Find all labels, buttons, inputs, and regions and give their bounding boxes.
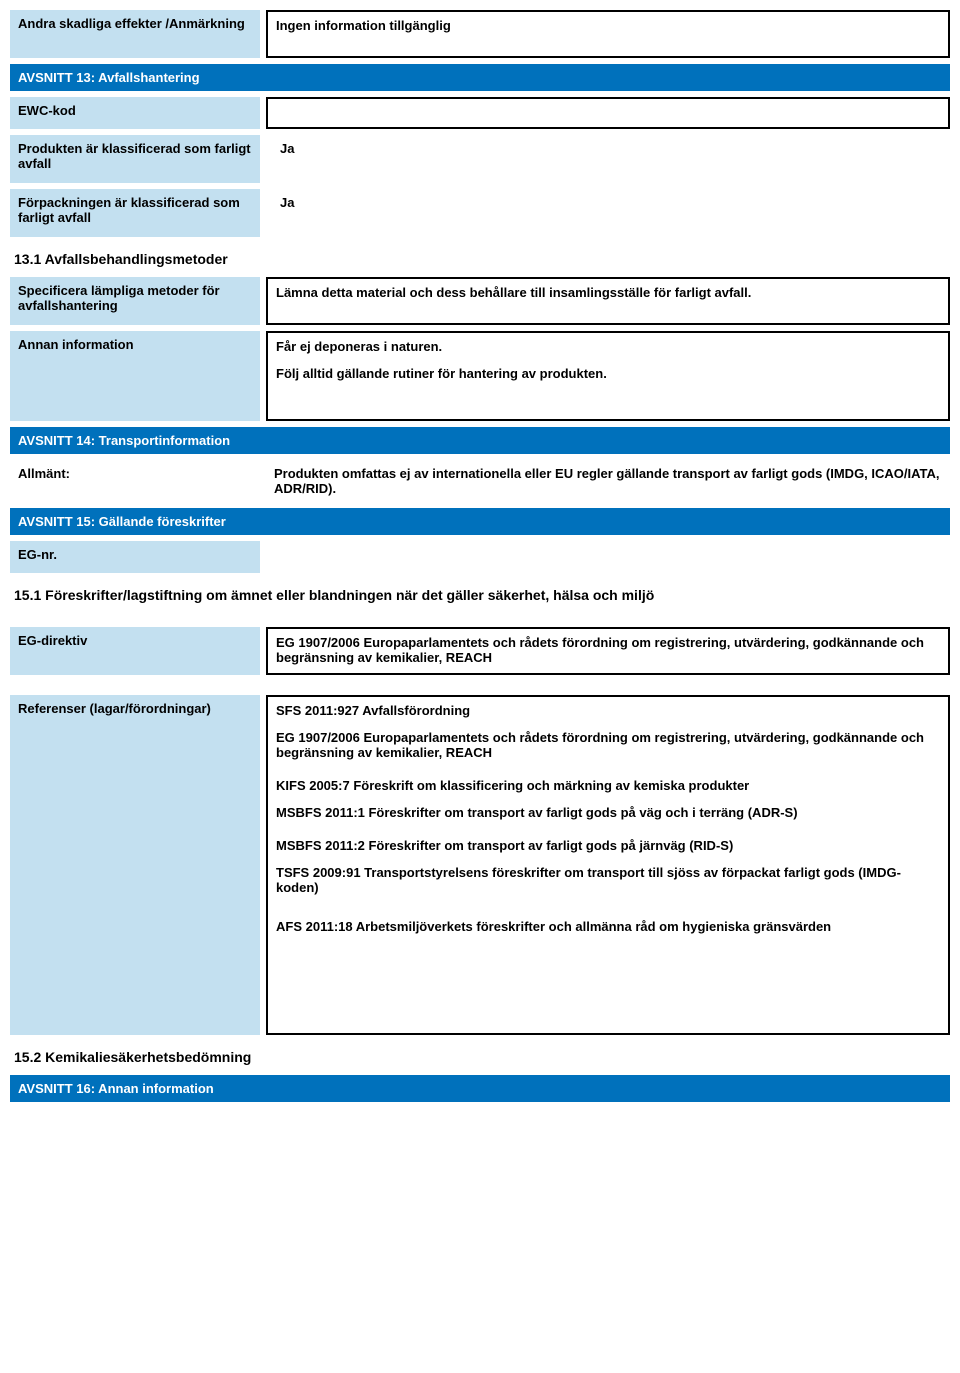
spacer bbox=[10, 681, 950, 695]
ref-line-1: SFS 2011:927 Avfallsförordning bbox=[276, 703, 940, 718]
label-product-classified: Produkten är klassificerad som farligt a… bbox=[10, 135, 260, 183]
value-egnr bbox=[266, 541, 950, 573]
row-other-effects: Andra skadliga effekter /Anmärkning Inge… bbox=[10, 10, 950, 58]
value-spec-methods: Lämna detta material och dess behållare … bbox=[266, 277, 950, 325]
label-ewc: EWC-kod bbox=[10, 97, 260, 129]
value-annan-info: Får ej deponeras i naturen. Följ alltid … bbox=[266, 331, 950, 421]
label-annan-info: Annan information bbox=[10, 331, 260, 421]
value-packaging-classified: Ja bbox=[266, 189, 950, 237]
row-allmant: Allmänt: Produkten omfattas ej av intern… bbox=[10, 460, 950, 502]
annan-info-line2: Följ alltid gällande rutiner för hanteri… bbox=[276, 366, 940, 381]
value-allmant: Produkten omfattas ej av internationella… bbox=[266, 460, 950, 502]
row-spec-methods: Specificera lämpliga metoder för avfalls… bbox=[10, 277, 950, 325]
section-14-header: AVSNITT 14: Transportinformation bbox=[10, 427, 950, 454]
value-referenser: SFS 2011:927 Avfallsförordning EG 1907/2… bbox=[266, 695, 950, 1035]
ref-line-7: AFS 2011:18 Arbetsmiljöverkets föreskrif… bbox=[276, 919, 940, 934]
subheading-15-2: 15.2 Kemikaliesäkerhetsbedömning bbox=[10, 1041, 950, 1075]
ref-line-4: MSBFS 2011:1 Föreskrifter om transport a… bbox=[276, 805, 940, 820]
value-ewc bbox=[266, 97, 950, 129]
label-allmant: Allmänt: bbox=[10, 460, 260, 502]
spacer bbox=[10, 613, 950, 627]
row-eg-direktiv: EG-direktiv EG 1907/2006 Europaparlament… bbox=[10, 627, 950, 675]
label-packaging-classified: Förpackningen är klassificerad som farli… bbox=[10, 189, 260, 237]
value-other-effects: Ingen information tillgänglig bbox=[266, 10, 950, 58]
ref-line-5: MSBFS 2011:2 Föreskrifter om transport a… bbox=[276, 838, 940, 853]
label-eg-direktiv: EG-direktiv bbox=[10, 627, 260, 675]
section-13-header: AVSNITT 13: Avfallshantering bbox=[10, 64, 950, 91]
row-packaging-classified: Förpackningen är klassificerad som farli… bbox=[10, 189, 950, 237]
label-other-effects: Andra skadliga effekter /Anmärkning bbox=[10, 10, 260, 58]
section-16-header: AVSNITT 16: Annan information bbox=[10, 1075, 950, 1102]
annan-info-line1: Får ej deponeras i naturen. bbox=[276, 339, 940, 354]
value-product-classified: Ja bbox=[266, 135, 950, 183]
label-egnr: EG-nr. bbox=[10, 541, 260, 573]
subheading-15-1: 15.1 Föreskrifter/lagstiftning om ämnet … bbox=[10, 579, 950, 613]
row-annan-info: Annan information Får ej deponeras i nat… bbox=[10, 331, 950, 421]
row-egnr: EG-nr. bbox=[10, 541, 950, 573]
ref-line-2: EG 1907/2006 Europaparlamentets och råde… bbox=[276, 730, 940, 760]
ref-line-6: TSFS 2009:91 Transportstyrelsens föreskr… bbox=[276, 865, 940, 895]
subheading-13-1: 13.1 Avfallsbehandlingsmetoder bbox=[10, 243, 950, 277]
ref-line-3: KIFS 2005:7 Föreskrift om klassificering… bbox=[276, 778, 940, 793]
row-referenser: Referenser (lagar/förordningar) SFS 2011… bbox=[10, 695, 950, 1035]
label-spec-methods: Specificera lämpliga metoder för avfalls… bbox=[10, 277, 260, 325]
row-product-classified: Produkten är klassificerad som farligt a… bbox=[10, 135, 950, 183]
row-ewc: EWC-kod bbox=[10, 97, 950, 129]
value-eg-direktiv: EG 1907/2006 Europaparlamentets och råde… bbox=[266, 627, 950, 675]
section-15-header: AVSNITT 15: Gällande föreskrifter bbox=[10, 508, 950, 535]
label-referenser: Referenser (lagar/förordningar) bbox=[10, 695, 260, 1035]
